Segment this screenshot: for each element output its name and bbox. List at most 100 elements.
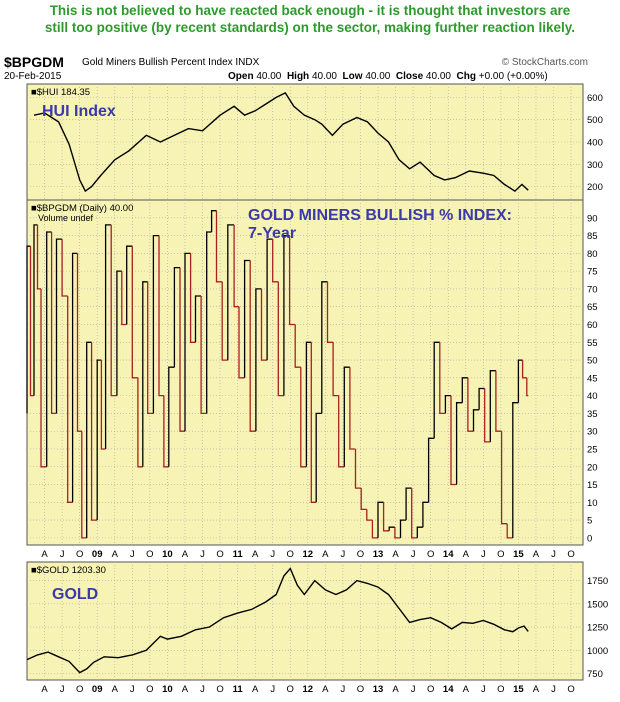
bp-segment bbox=[439, 342, 446, 415]
bp-segment bbox=[29, 246, 34, 397]
x-tick-label: J bbox=[200, 549, 205, 560]
bp-segment bbox=[221, 281, 228, 361]
bp-segment bbox=[260, 288, 268, 361]
bp-segment bbox=[50, 232, 57, 415]
bp-segment bbox=[461, 377, 468, 403]
bp-segment bbox=[76, 253, 82, 432]
x-tick-label: J bbox=[130, 684, 135, 695]
chart-panel-2: 0 5 10 15 20 25 30 35 40 45 50 55 60 65 70 75 80 85 90 ■$BP… bbox=[26, 199, 598, 560]
high-label: High bbox=[286, 71, 310, 82]
x-tick-label: O bbox=[357, 549, 364, 560]
bp-segment bbox=[300, 367, 307, 468]
x-tick-label: A bbox=[112, 684, 119, 695]
y-tick-label: 1500 bbox=[587, 599, 608, 610]
x-tick-label: O bbox=[427, 684, 434, 695]
bp-segment bbox=[137, 377, 143, 468]
x-tick-label: J bbox=[481, 684, 486, 695]
x-tick-label: 14 bbox=[443, 684, 454, 695]
bp-segment bbox=[416, 526, 423, 538]
y-tick-label: 1000 bbox=[587, 646, 608, 657]
bp-segment bbox=[472, 409, 480, 432]
y-tick-label: 600 bbox=[587, 93, 603, 104]
low-label: Low bbox=[342, 71, 363, 82]
symbol-description: Gold Miners Bullish Percent Index INDX bbox=[82, 57, 259, 68]
y-tick-label: 200 bbox=[587, 182, 603, 193]
bp-segment bbox=[433, 341, 440, 439]
x-tick-label: O bbox=[287, 684, 294, 695]
x-tick-label: J bbox=[481, 549, 486, 560]
x-tick-label: A bbox=[463, 549, 470, 560]
chg-value: +0.00 (+0.00%) bbox=[478, 71, 548, 82]
bp-segment bbox=[173, 266, 180, 368]
y-tick-label: 25 bbox=[587, 444, 598, 455]
bp-segment bbox=[194, 295, 202, 343]
x-tick-label: J bbox=[270, 684, 275, 695]
bp-segment bbox=[210, 210, 217, 232]
y-tick-label: 30 bbox=[587, 427, 598, 438]
exchange-label: INDX bbox=[235, 57, 260, 68]
x-tick-label: O bbox=[497, 684, 504, 695]
bp-segment bbox=[517, 359, 523, 403]
bp-segment bbox=[411, 488, 418, 539]
y-tick-label: 500 bbox=[587, 115, 603, 126]
x-tick-label: A bbox=[252, 549, 259, 560]
y-tick-label: 40 bbox=[587, 391, 598, 402]
y-tick-label: 45 bbox=[587, 373, 598, 384]
bp-segment bbox=[86, 341, 92, 538]
bp-segment bbox=[104, 224, 112, 449]
stockcharts-credit: © StockCharts.com bbox=[501, 57, 588, 68]
panel-background bbox=[26, 83, 584, 201]
symbol-name: Gold Miners Bullish Percent Index bbox=[82, 57, 233, 68]
bp-segment bbox=[100, 360, 106, 450]
bp-segment bbox=[163, 395, 169, 468]
x-tick-label: 12 bbox=[303, 549, 314, 560]
chg-label: Chg bbox=[456, 71, 476, 82]
x-tick-label: A bbox=[322, 549, 329, 560]
x-tick-label: J bbox=[341, 684, 346, 695]
bp-segment bbox=[110, 224, 117, 397]
bp-annotation-line-1: GOLD MINERS BULLISH % INDEX: bbox=[248, 207, 512, 224]
x-tick-label: 11 bbox=[233, 684, 244, 695]
bp-segment bbox=[147, 281, 154, 415]
gold-line bbox=[26, 567, 529, 674]
bp-segment bbox=[233, 224, 239, 308]
bp-segment bbox=[67, 296, 73, 503]
x-tick-label: 09 bbox=[92, 549, 103, 560]
bp-segment bbox=[315, 412, 322, 503]
bp-segment bbox=[215, 210, 223, 283]
open-value: 40.00 bbox=[256, 71, 282, 82]
bp-segment bbox=[354, 449, 362, 489]
x-tick-label: O bbox=[567, 684, 574, 695]
x-tick-label: J bbox=[411, 549, 416, 560]
bp-segment bbox=[467, 377, 474, 432]
bp-segment bbox=[332, 342, 339, 397]
bp-segment bbox=[388, 526, 395, 531]
bp-segment bbox=[266, 238, 273, 361]
bp-segment bbox=[394, 527, 401, 539]
high-value: 40.00 bbox=[311, 71, 337, 82]
x-tick-label: A bbox=[392, 684, 399, 695]
x-tick-label: 14 bbox=[443, 549, 454, 560]
x-tick-label: O bbox=[76, 684, 83, 695]
bp-segment bbox=[512, 402, 519, 538]
x-tick-label: J bbox=[130, 549, 135, 560]
panel-legend: ■$GOLD 1203.30 bbox=[31, 565, 106, 576]
x-tick-label: 15 bbox=[513, 684, 524, 695]
bp-segment bbox=[283, 234, 290, 396]
bp-segment bbox=[96, 359, 102, 521]
bp-segment bbox=[321, 281, 328, 414]
x-tick-label: J bbox=[270, 549, 275, 560]
hui-annotation: HUI Index bbox=[42, 103, 116, 120]
bp-segment bbox=[506, 523, 513, 539]
y-tick-label: 10 bbox=[587, 498, 598, 509]
ohlc-readout: Open 40.00 High 40.00 Low 40.00 Close 40… bbox=[228, 71, 548, 82]
x-tick-label: J bbox=[341, 549, 346, 560]
x-tick-label: O bbox=[216, 684, 223, 695]
x-tick-label: 11 bbox=[233, 549, 244, 560]
bp-segment bbox=[184, 252, 191, 432]
x-tick-label: A bbox=[533, 684, 540, 695]
bp-segment bbox=[249, 260, 256, 432]
x-tick-label: 15 bbox=[513, 549, 524, 560]
